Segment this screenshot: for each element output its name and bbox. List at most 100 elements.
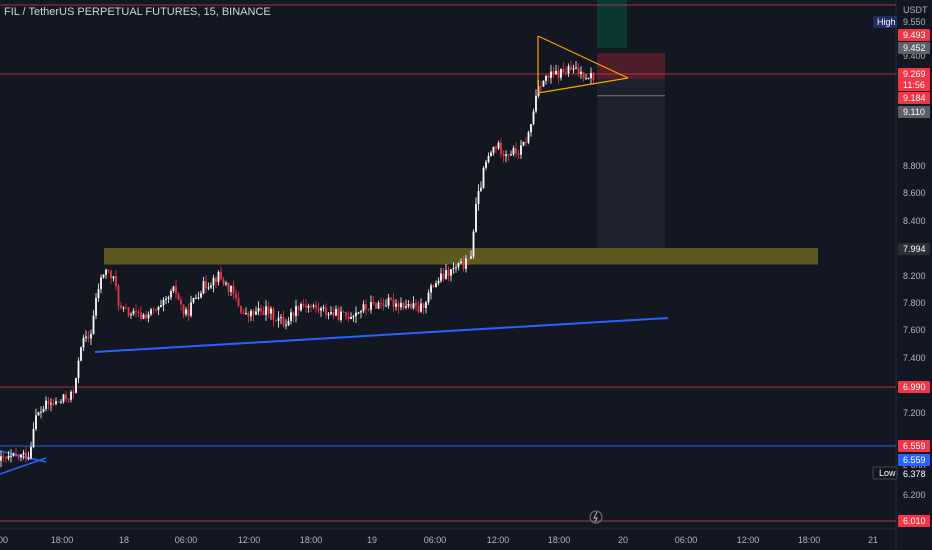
candle-body	[545, 75, 547, 81]
price-tag	[898, 440, 930, 452]
candle-body	[72, 391, 75, 393]
candle-body	[327, 313, 330, 315]
candle-body	[565, 72, 567, 74]
candle-body	[150, 309, 152, 315]
price-tag-label: 6.559	[903, 455, 926, 465]
candle-body	[122, 307, 125, 309]
candle-body	[227, 282, 230, 292]
candle-body	[182, 304, 185, 315]
candle-body	[380, 302, 382, 304]
candle-body	[527, 132, 530, 143]
candle-body	[110, 270, 112, 279]
candle-body	[77, 360, 80, 379]
price-tag-label: 9.269	[903, 69, 926, 79]
time-tick-label: 18:00	[548, 535, 571, 545]
low-tag-label: Low	[879, 468, 896, 478]
candle-body	[235, 293, 237, 299]
candle-body	[277, 317, 280, 321]
candle-body	[37, 412, 40, 416]
candle-body	[80, 347, 82, 361]
candle-body	[572, 68, 575, 70]
candle-body	[505, 154, 507, 157]
candle-body	[172, 286, 175, 292]
time-tick-label: 06:00	[424, 535, 447, 545]
candle-body	[587, 78, 590, 80]
candle-body	[275, 319, 277, 321]
candle-body	[510, 154, 512, 156]
time-tick-label: 18	[119, 535, 129, 545]
support-zone	[104, 248, 818, 265]
candle-body	[190, 302, 192, 316]
candle-body	[462, 261, 465, 269]
candle-body	[35, 415, 37, 429]
candle-body	[422, 303, 425, 308]
candle-body	[127, 307, 130, 316]
candle-body	[125, 307, 127, 309]
price-tag	[898, 79, 930, 91]
candle-body	[370, 302, 372, 310]
candle-body	[580, 71, 582, 74]
candle-body	[117, 286, 120, 306]
candle-body	[557, 70, 560, 78]
candle-body	[287, 321, 290, 325]
candle-body	[365, 304, 367, 309]
candle-body	[137, 311, 140, 313]
price-tag-label: 9.184	[903, 93, 926, 103]
price-tag-label: 6.378	[903, 469, 926, 479]
candle-body	[247, 313, 250, 317]
candle-body	[355, 312, 357, 317]
candle-body	[290, 312, 292, 322]
candle-body	[482, 167, 485, 188]
high-tag	[873, 16, 897, 28]
price-tick-label: 8.800	[903, 161, 926, 171]
candle-body	[205, 281, 207, 289]
candle-body	[95, 298, 97, 316]
candle-body	[175, 286, 177, 294]
candle-body	[225, 282, 227, 285]
candle-body	[202, 281, 205, 294]
lightning-bolt-icon	[593, 511, 598, 523]
candle-body	[352, 316, 355, 318]
candle-body	[455, 267, 457, 269]
candle-body	[272, 308, 275, 320]
candle-body	[532, 111, 535, 125]
candle-body	[17, 455, 20, 458]
candle-body	[452, 267, 455, 270]
candle-body	[490, 152, 492, 157]
stop-zone	[597, 53, 665, 80]
candle-body	[15, 453, 17, 456]
candle-body	[542, 80, 545, 87]
candle-body	[27, 457, 30, 460]
candle-body	[385, 305, 387, 307]
candle-body	[280, 317, 282, 319]
price-tick-label: 9.400	[903, 51, 926, 61]
price-tag-label: 9.452	[903, 43, 926, 53]
blue-trendline	[94, 317, 669, 353]
candle-body	[347, 316, 350, 320]
candle-body	[292, 312, 295, 317]
candle-body	[217, 271, 220, 282]
price-tick-label: 6.200	[903, 490, 926, 500]
triangle-bottom-line	[537, 77, 629, 94]
candle-body	[185, 309, 187, 315]
candle-body	[407, 304, 410, 307]
candle-body	[390, 297, 392, 300]
candle-body	[32, 428, 35, 448]
candle-body	[382, 303, 385, 307]
candle-body	[302, 304, 305, 306]
price-tag-label: 6.990	[903, 382, 926, 392]
candle-body	[555, 70, 557, 75]
candle-body	[230, 285, 232, 292]
price-tag	[898, 243, 930, 255]
candle-body	[252, 311, 255, 315]
candle-body	[165, 298, 167, 300]
candle-body	[535, 95, 537, 112]
candle-body	[270, 308, 272, 314]
candle-body	[55, 401, 57, 404]
candle-body	[50, 403, 52, 405]
price-tick-label: 7.800	[903, 298, 926, 308]
candle-body	[262, 310, 265, 316]
candle-body	[372, 302, 375, 304]
candle-body	[105, 269, 107, 275]
